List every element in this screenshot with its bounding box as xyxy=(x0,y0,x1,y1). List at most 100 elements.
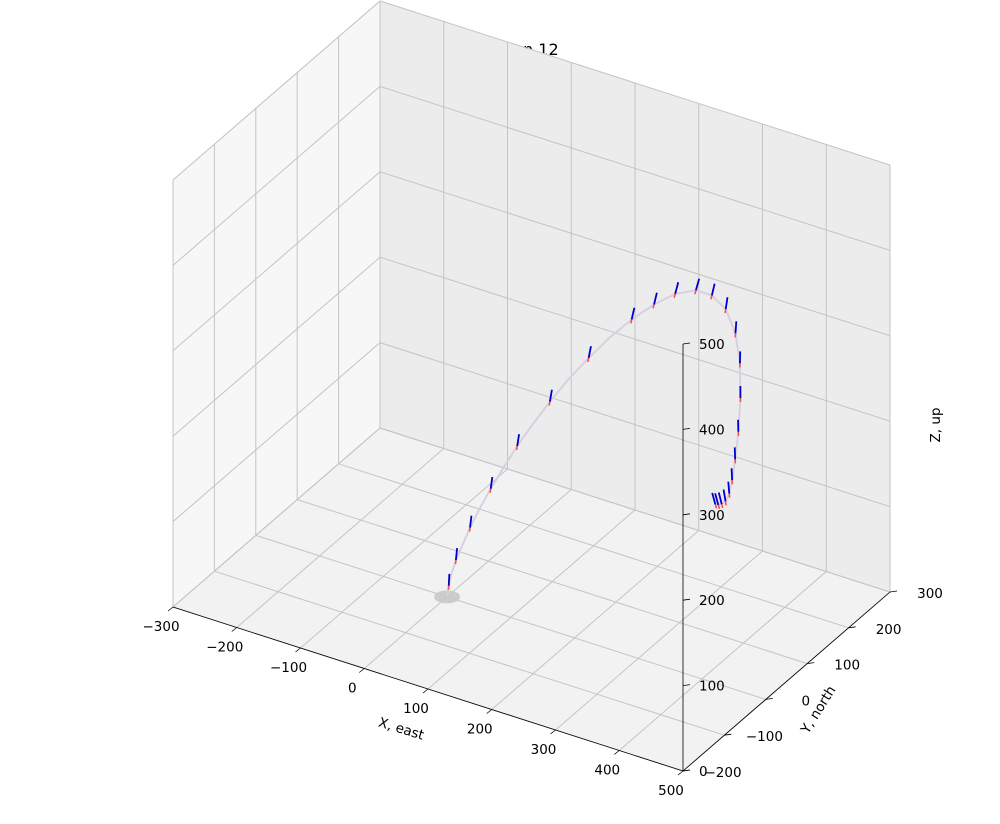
tick-label: 200 xyxy=(699,593,725,609)
x-tick-mark xyxy=(550,729,556,735)
z-tick-mark xyxy=(682,598,691,601)
x-gridline-floor xyxy=(618,571,827,751)
y-gridline-floor xyxy=(338,463,849,629)
thrust-marker xyxy=(720,504,724,509)
attitude-marker xyxy=(516,434,520,447)
tick-label: 300 xyxy=(531,742,557,758)
y-axis-line xyxy=(682,591,891,772)
thrust-marker xyxy=(717,504,721,510)
thrust-marker xyxy=(724,309,727,314)
tick-label: −100 xyxy=(270,660,307,676)
thrust-marker xyxy=(694,290,697,295)
tick-label: 0 xyxy=(699,764,708,780)
grid-lines xyxy=(172,0,891,772)
z-tick-mark xyxy=(682,342,691,345)
plot-area xyxy=(434,278,742,604)
y-tick-mark xyxy=(889,590,898,593)
z-gridline-left xyxy=(172,86,381,266)
attitude-marker xyxy=(711,492,717,505)
attitude-marker xyxy=(455,548,459,561)
y-tick-mark xyxy=(848,626,856,629)
tick-label: 200 xyxy=(467,722,493,738)
y-gridline-floor xyxy=(255,534,766,700)
attitude-marker xyxy=(722,489,727,502)
x-gridline-floor xyxy=(427,509,636,690)
attitude-marker xyxy=(714,493,720,506)
x-tick-mark xyxy=(295,647,301,653)
attitude-marker xyxy=(489,476,494,489)
tick-label: 0 xyxy=(348,681,357,697)
x-gridline-floor xyxy=(236,448,445,628)
attitude-marker xyxy=(727,481,731,494)
tick-label: −200 xyxy=(206,640,243,656)
y-tick-mark xyxy=(807,662,815,664)
landing-pad xyxy=(434,590,461,604)
attitude-marker xyxy=(587,346,592,359)
tick-label: 200 xyxy=(876,622,902,638)
z-gridline-back xyxy=(379,342,891,508)
tick-label: 500 xyxy=(658,783,684,799)
tick-label: 300 xyxy=(699,508,725,524)
y-tick-mark xyxy=(724,733,732,736)
z-tick-mark xyxy=(682,684,691,686)
z-gridline-left xyxy=(172,342,381,522)
tick-label: −200 xyxy=(704,765,741,781)
thrust-marker xyxy=(548,401,551,406)
x-gridline-floor xyxy=(491,530,700,710)
tick-label: 100 xyxy=(403,701,429,717)
z-gridline-left xyxy=(172,427,381,608)
tick-label: 400 xyxy=(594,763,620,779)
z-tick-mark xyxy=(682,769,691,772)
x-axis-label: X, east xyxy=(376,715,425,744)
attitude-marker xyxy=(674,282,680,295)
x-tick-mark xyxy=(167,606,174,612)
z-tick-mark xyxy=(682,513,691,516)
attitude-marker xyxy=(730,468,734,481)
x-gridline-floor xyxy=(300,468,508,649)
thrust-marker xyxy=(587,357,590,363)
z-tick-mark xyxy=(682,428,691,430)
y-gridline-floor xyxy=(297,499,808,665)
x-tick-mark xyxy=(614,750,620,755)
attitude-marker xyxy=(447,573,451,586)
x-gridline-floor xyxy=(363,489,572,669)
attitude-marker xyxy=(724,297,729,310)
z-axis-label: Z, up xyxy=(928,408,944,443)
attitude-marker xyxy=(710,283,716,296)
thrust-marker xyxy=(515,445,519,451)
z-gridline-left xyxy=(172,256,381,437)
x-tick-mark xyxy=(422,688,429,694)
z-gridline-left xyxy=(172,0,381,181)
thrust-marker xyxy=(489,488,492,493)
attitude-marker xyxy=(734,321,738,334)
attitude-marker xyxy=(717,492,723,505)
tick-label: 500 xyxy=(699,337,725,353)
thrust-marker xyxy=(652,304,655,309)
y-tick-mark xyxy=(765,698,773,700)
attitude-marker xyxy=(548,389,553,402)
thrust-marker xyxy=(724,501,727,506)
x-tick-mark xyxy=(486,709,492,714)
x-tick-mark xyxy=(359,668,365,673)
z-gridline-back xyxy=(379,256,891,422)
tick-labels: −300 −200 −100 0 100 200 300 400 500 −200 −100 0 100… xyxy=(142,337,942,799)
tick-label: 100 xyxy=(699,679,725,695)
thrust-marker xyxy=(630,319,633,324)
z-gridline-back xyxy=(379,427,891,593)
attitude-marker xyxy=(469,515,473,528)
y-gridline-floor xyxy=(214,570,725,736)
x-tick-mark xyxy=(677,770,684,776)
tick-label: −100 xyxy=(746,729,783,745)
z-gridline-back xyxy=(379,0,891,166)
tick-label: 0 xyxy=(802,693,811,709)
z-gridline-back xyxy=(379,85,891,251)
thrust-marker xyxy=(673,293,676,298)
x-tick-mark xyxy=(231,627,237,632)
z-gridline-back xyxy=(379,171,891,337)
tick-label: 300 xyxy=(917,586,943,602)
tick-label: 400 xyxy=(699,422,725,438)
thrust-marker xyxy=(714,504,718,509)
x-gridline-floor xyxy=(555,550,763,731)
thrust-marker xyxy=(710,295,713,300)
